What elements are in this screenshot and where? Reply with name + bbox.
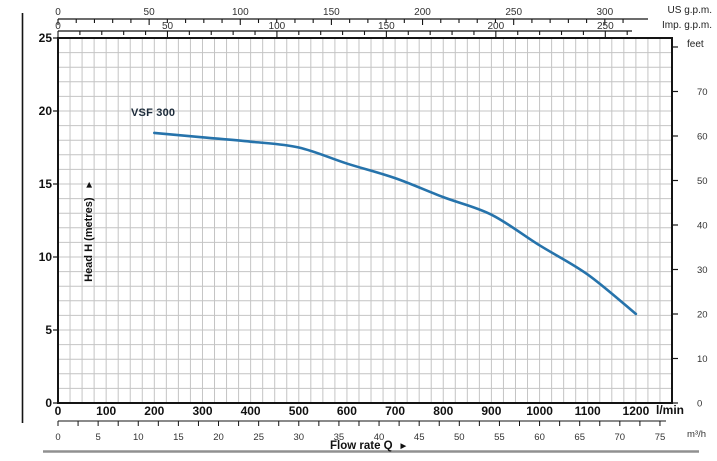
series-label-vsf300: VSF 300: [131, 107, 176, 119]
svg-text:300: 300: [596, 7, 613, 18]
imp-gpm-unit-label: Imp. g.p.m.: [661, 20, 712, 31]
svg-text:0: 0: [55, 21, 61, 32]
svg-text:10: 10: [39, 250, 53, 264]
svg-text:0: 0: [45, 396, 52, 410]
svg-text:0: 0: [55, 7, 61, 18]
svg-text:50: 50: [454, 432, 465, 443]
svg-text:400: 400: [241, 404, 261, 418]
flow-rate-axis-text: Flow rate Q: [329, 440, 393, 452]
svg-text:600: 600: [337, 404, 357, 418]
svg-text:1200: 1200: [623, 404, 650, 418]
svg-text:150: 150: [323, 7, 340, 18]
head-axis-text: Head H (metres): [83, 197, 95, 282]
svg-text:35: 35: [334, 432, 345, 443]
svg-text:60: 60: [697, 132, 708, 143]
lmin-axis: 0 100 200 300 400 500 600 700 800 900 1000 1100 1200: [55, 404, 650, 418]
svg-text:15: 15: [39, 177, 53, 191]
svg-text:250: 250: [597, 21, 614, 32]
flow-rate-axis-label: Flow rate Q ▶: [288, 440, 448, 452]
svg-text:20: 20: [213, 432, 224, 443]
svg-text:300: 300: [192, 404, 212, 418]
svg-text:65: 65: [574, 432, 585, 443]
us-gpm-axis: 0 50 100 150 200 250 300: [55, 7, 648, 25]
svg-text:50: 50: [697, 176, 708, 187]
feet-axis: 0 10 20 30 40 50 60 70: [672, 46, 708, 410]
grid: [58, 38, 672, 403]
svg-text:70: 70: [615, 432, 626, 443]
svg-text:25: 25: [253, 432, 264, 443]
svg-text:50: 50: [144, 7, 156, 18]
svg-text:1000: 1000: [526, 404, 553, 418]
svg-text:75: 75: [655, 432, 666, 443]
us-gpm-unit-label: US g.p.m.: [667, 5, 712, 16]
svg-text:45: 45: [414, 432, 425, 443]
svg-text:0: 0: [55, 432, 60, 443]
svg-text:15: 15: [173, 432, 184, 443]
svg-text:20: 20: [697, 310, 708, 321]
svg-text:100: 100: [96, 404, 116, 418]
imp-gpm-axis: 0 50 100 150 200 250: [55, 21, 632, 37]
svg-text:700: 700: [385, 404, 405, 418]
svg-text:900: 900: [481, 404, 501, 418]
svg-text:800: 800: [433, 404, 453, 418]
lmin-unit-label: l/min: [656, 403, 685, 417]
head-curve-vsf300: [153, 131, 638, 316]
m3h-axis: 0 5 10 15 20 25 30 35 40 45 50 55 60 65 70 75: [55, 420, 666, 443]
right-arrow-icon: ▶: [400, 443, 406, 450]
plot-border: [57, 37, 673, 404]
svg-text:250: 250: [505, 7, 522, 18]
svg-text:60: 60: [534, 432, 545, 443]
svg-text:10: 10: [133, 432, 144, 443]
svg-text:50: 50: [162, 21, 174, 32]
svg-text:1100: 1100: [575, 404, 601, 418]
svg-text:500: 500: [289, 404, 309, 418]
svg-text:10: 10: [697, 354, 708, 365]
svg-text:200: 200: [487, 21, 504, 32]
svg-text:25: 25: [39, 31, 53, 45]
svg-text:150: 150: [378, 21, 395, 32]
svg-text:100: 100: [232, 7, 249, 18]
svg-text:5: 5: [45, 323, 52, 337]
svg-text:70: 70: [697, 87, 708, 98]
svg-text:40: 40: [697, 221, 708, 232]
svg-text:100: 100: [269, 21, 286, 32]
svg-text:20: 20: [39, 104, 53, 118]
svg-text:30: 30: [294, 432, 305, 443]
svg-text:55: 55: [494, 432, 505, 443]
feet-unit-label: feet: [687, 39, 704, 50]
svg-text:200: 200: [414, 7, 431, 18]
head-axis-label: Head H (metres) ▶: [83, 182, 95, 282]
svg-text:40: 40: [374, 432, 385, 443]
up-arrow-icon: ▶: [86, 182, 93, 188]
svg-text:5: 5: [95, 432, 100, 443]
svg-text:200: 200: [144, 404, 164, 418]
svg-text:0: 0: [55, 404, 62, 418]
m3h-unit-label: m³/h: [687, 429, 706, 440]
metres-axis: 0 5 10 15 20 25: [39, 31, 58, 410]
svg-text:30: 30: [697, 265, 708, 276]
svg-text:0: 0: [697, 399, 702, 410]
